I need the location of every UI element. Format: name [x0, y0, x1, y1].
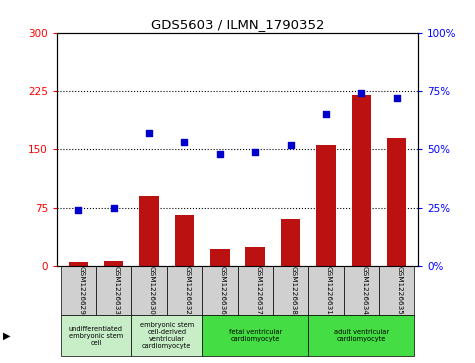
- Text: GSM1226633: GSM1226633: [114, 266, 120, 314]
- Point: [145, 130, 153, 136]
- Text: adult ventricular
cardiomyocyte: adult ventricular cardiomyocyte: [334, 329, 389, 342]
- Text: GSM1226629: GSM1226629: [78, 266, 84, 314]
- Title: GDS5603 / ILMN_1790352: GDS5603 / ILMN_1790352: [151, 19, 324, 32]
- Point: [216, 151, 224, 157]
- Bar: [60, 266, 96, 315]
- Point: [322, 111, 330, 117]
- Bar: [273, 266, 308, 315]
- Point: [110, 205, 117, 211]
- Text: GSM1226636: GSM1226636: [220, 266, 226, 314]
- Point: [358, 90, 365, 96]
- Text: GSM1226630: GSM1226630: [149, 266, 155, 314]
- Bar: [344, 266, 379, 315]
- Bar: [139, 196, 159, 266]
- Bar: [352, 95, 371, 266]
- Bar: [202, 315, 308, 356]
- Point: [393, 95, 400, 101]
- Bar: [281, 219, 300, 266]
- Text: fetal ventricular
cardiomyocyte: fetal ventricular cardiomyocyte: [228, 329, 282, 342]
- Text: embryonic stem
cell-derived
ventricular
cardiomyocyte: embryonic stem cell-derived ventricular …: [140, 322, 194, 349]
- Point: [75, 207, 82, 213]
- Bar: [379, 266, 415, 315]
- Bar: [175, 216, 194, 266]
- Text: GSM1226635: GSM1226635: [397, 266, 403, 314]
- Point: [251, 149, 259, 155]
- Bar: [210, 249, 229, 266]
- Bar: [131, 266, 167, 315]
- Bar: [316, 146, 336, 266]
- Bar: [202, 266, 238, 315]
- Text: cell type ▶: cell type ▶: [0, 331, 10, 340]
- Text: GSM1226632: GSM1226632: [184, 266, 190, 314]
- Bar: [131, 315, 202, 356]
- Bar: [60, 315, 131, 356]
- Bar: [387, 138, 407, 266]
- Bar: [96, 266, 131, 315]
- Bar: [104, 261, 124, 266]
- Point: [180, 139, 188, 145]
- Bar: [167, 266, 202, 315]
- Bar: [308, 266, 344, 315]
- Bar: [238, 266, 273, 315]
- Text: GSM1226638: GSM1226638: [291, 266, 296, 314]
- Bar: [68, 262, 88, 266]
- Text: GSM1226631: GSM1226631: [326, 266, 332, 314]
- Bar: [246, 246, 265, 266]
- Text: undifferentiated
embryonic stem
cell: undifferentiated embryonic stem cell: [69, 326, 123, 346]
- Text: GSM1226634: GSM1226634: [361, 266, 367, 314]
- Point: [287, 142, 294, 148]
- Bar: [308, 315, 415, 356]
- Text: GSM1226637: GSM1226637: [255, 266, 261, 314]
